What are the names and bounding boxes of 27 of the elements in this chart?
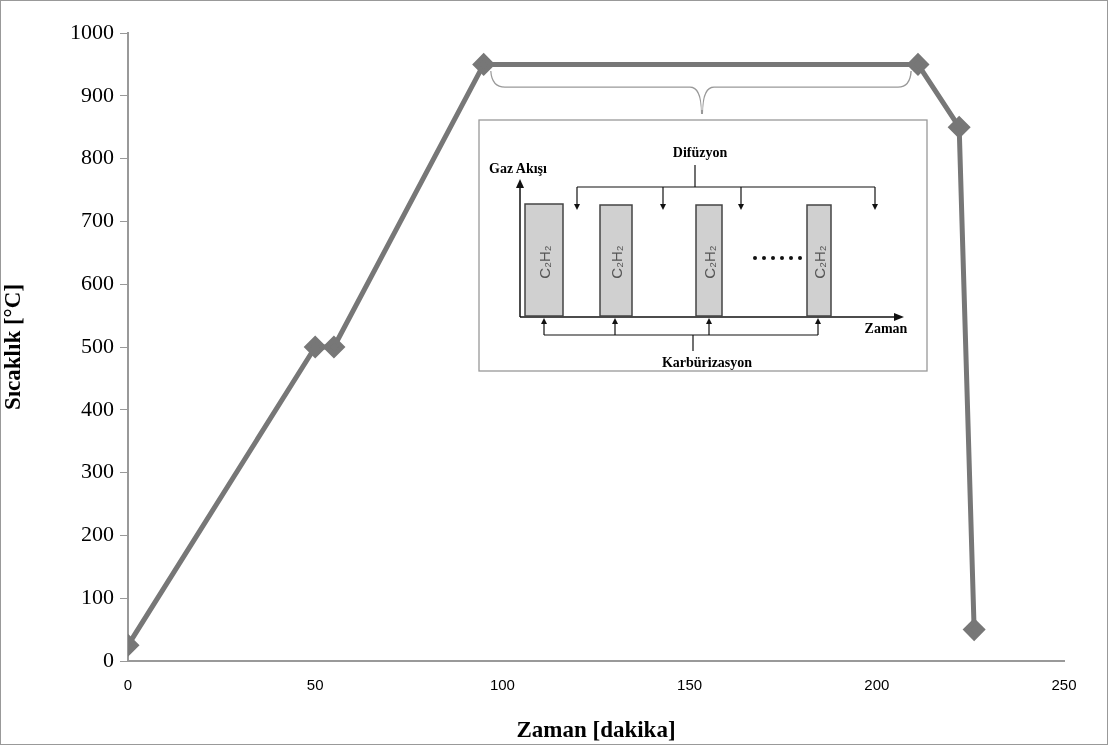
y-tick-label: 200	[81, 521, 114, 547]
y-tick-label: 400	[81, 395, 114, 421]
annotation: Difüzyon	[672, 145, 728, 160]
x-tick-label: 250	[1051, 676, 1077, 694]
y-tick-label: 800	[81, 144, 114, 170]
y-tick-label: 500	[81, 332, 114, 358]
y-tick-label: 300	[81, 458, 114, 484]
annotation: Karbürizasyon	[661, 355, 753, 370]
y-tick-label: 700	[81, 207, 114, 233]
x-tick-label: 0	[123, 676, 133, 694]
y-tick-label: 900	[81, 81, 114, 107]
x-tick-label: 50	[306, 676, 324, 694]
y-tick-label: 600	[81, 269, 114, 295]
annotation: Gaz Akışı	[489, 161, 548, 176]
y-tick-label: 100	[81, 583, 114, 609]
x-tick-label: 200	[864, 676, 890, 694]
annotation: C₂H₂	[701, 245, 718, 279]
y-axis-title: Sıcaklık [°C]	[0, 283, 25, 411]
annotation: C₂H₂	[608, 245, 625, 279]
x-axis-title: Zaman [dakika]	[516, 717, 676, 743]
x-tick-label: 100	[489, 676, 515, 694]
y-tick-label: 1000	[70, 18, 114, 44]
annotation: Zaman	[864, 321, 908, 336]
annotation: C₂H₂	[536, 245, 553, 279]
x-tick-label: 150	[677, 676, 703, 694]
y-tick-label: 0	[103, 646, 114, 672]
annotation: C₂H₂	[811, 245, 828, 279]
